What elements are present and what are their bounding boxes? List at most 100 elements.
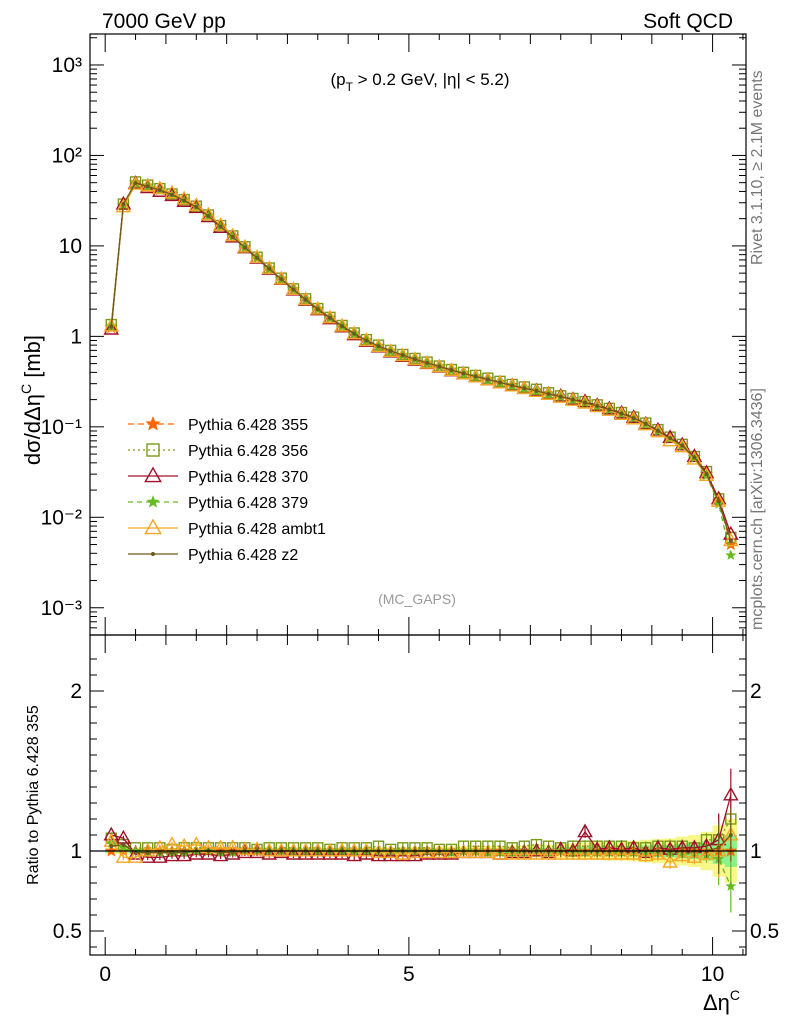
main-point [449,367,454,372]
ratio-point [309,845,326,860]
main-point [570,397,575,402]
main-point [382,343,399,358]
main-point [461,371,466,376]
ratio-point [164,836,180,851]
ratio-point [577,823,593,838]
main-point [279,277,284,282]
main-point [291,287,296,292]
ratio-point [370,847,387,862]
main-point [716,499,721,504]
main-point [182,198,187,203]
ratio-point [492,845,508,860]
ratio-point [725,880,737,891]
main-ytick-label: 10⁻¹ [41,416,82,439]
ratio-point [637,847,654,862]
main-point [400,353,405,358]
main-point [127,175,144,190]
main-point [194,204,199,209]
ratio-point [127,849,144,863]
ratio-ytick-label: 1 [70,840,82,863]
main-point [285,281,302,295]
main-point [334,317,350,332]
main-point [237,238,253,253]
main-point [109,324,114,329]
ratio-point [577,845,593,860]
ratio-point [382,847,399,862]
main-point [631,416,636,421]
main-point [510,383,515,388]
main-point [255,255,260,260]
ratio-ytick-label-right: 0.5 [750,920,779,943]
main-frame [89,33,747,636]
main-point [358,332,375,347]
main-ytick-label: 10² [52,144,82,167]
main-point [230,234,235,239]
ratio-point [188,845,205,860]
main-point [261,260,277,275]
legend-label: Pythia 6.428 z2 [188,547,298,564]
main-series-line [110,182,732,541]
main-point [583,400,588,405]
main-point [249,249,265,263]
main-point [625,410,642,425]
side-text-bottom: mcplots.cern.ch [arXiv:1306.3436] [749,388,766,630]
legend-marker [146,495,160,508]
main-ytick-label: 10³ [52,54,82,77]
main-panel [103,175,739,560]
main-point [686,450,703,465]
ratio-point [395,847,411,862]
main-ytick-label: 1 [70,325,82,348]
main-point [164,184,180,199]
ratio-point [395,845,411,860]
main-point [619,411,624,416]
main-point [346,325,363,340]
main-point [170,192,174,197]
ratio-point [674,847,691,862]
ratio-panel [90,768,746,913]
ratio-point [528,845,545,860]
main-point [473,374,478,379]
ratio-point [109,844,114,849]
main-point [728,538,733,543]
main-point [327,315,332,320]
ratio-point [728,833,733,837]
main-point [273,270,290,285]
main-point [322,309,338,324]
main-point [176,190,192,205]
main-point [558,394,563,399]
ratio-point [552,845,569,860]
ratio-point [152,849,168,863]
ratio-point [346,842,363,857]
main-point [674,438,691,453]
ratio-point [716,845,721,850]
main-point [710,493,727,507]
xtick-label: 10 [701,963,724,986]
ratio-point [625,845,642,860]
ratio-point [698,845,715,860]
main-point [692,455,697,460]
main-point [607,407,612,412]
main-point [267,266,272,271]
main-point [546,391,551,396]
ratio-ytick-label: 2 [70,680,82,703]
ratio-point [322,842,338,857]
ratio-point [261,845,277,860]
main-point [498,380,502,385]
main-point [115,198,132,213]
main-point [613,406,630,420]
ratio-point [589,845,605,860]
cut-annotation: (pT > 0.2 GeV, |η| < 5.2) [330,70,509,94]
main-point [655,428,660,433]
side-text-top: Rivet 3.1.10, ≥ 2.1M events [749,70,766,265]
main-series-2 [105,176,737,544]
main-point [340,324,345,329]
main-point [121,202,126,207]
ratio-point [358,842,375,857]
main-point [395,347,411,362]
ratio-point [285,842,302,857]
ratio-point [334,842,350,857]
legend-label: Pythia 6.428 379 [188,495,308,512]
xlabel: ΔηC [703,987,740,1015]
main-point [206,214,211,219]
ratio-point [650,845,666,860]
